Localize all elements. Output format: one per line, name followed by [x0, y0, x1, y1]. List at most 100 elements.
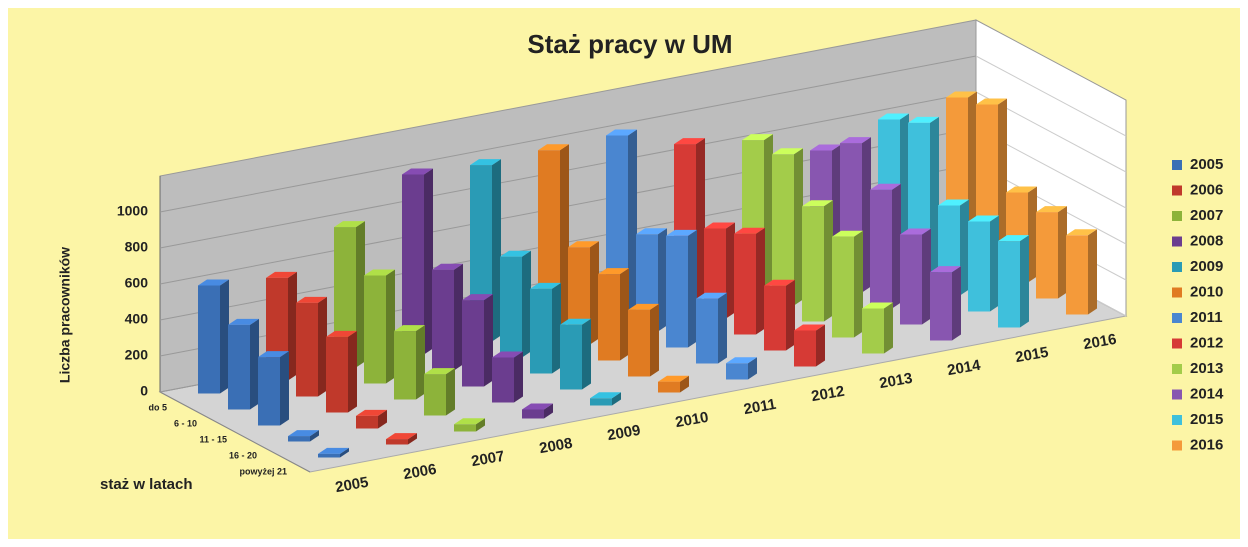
bar-side [424, 168, 433, 355]
bar-side [582, 318, 591, 390]
bar-top [266, 271, 297, 278]
bar-side [998, 98, 1007, 267]
legend-swatch [1172, 338, 1182, 349]
bar-top [862, 302, 893, 309]
bar-top [538, 144, 569, 151]
bar-side [764, 134, 773, 290]
legend-swatch [1172, 364, 1182, 374]
bar-top [870, 183, 901, 190]
bar-side [416, 325, 425, 400]
bar-top [998, 235, 1029, 242]
bar-side [552, 282, 561, 374]
y-tick-label: 200 [125, 347, 149, 363]
bar [628, 309, 650, 377]
bar-side [1020, 235, 1029, 328]
bar-side [824, 200, 833, 322]
legend-swatch [1172, 440, 1182, 451]
depth-tick-label: 6 - 10 [174, 418, 197, 428]
bar [228, 324, 250, 410]
bar [198, 285, 220, 394]
legend-swatch [1172, 262, 1182, 272]
legend-label: 2015 [1190, 411, 1223, 428]
bar-side [356, 221, 365, 368]
bar-top [568, 241, 599, 248]
x-tick-label: 2015 [1014, 344, 1050, 367]
bar-side [960, 199, 969, 296]
bar-side [922, 228, 931, 325]
bar-side [446, 368, 455, 416]
x-tick-label: 2008 [538, 435, 574, 458]
bar [900, 234, 922, 325]
bar [666, 235, 688, 348]
bar-top [454, 418, 485, 425]
bar [424, 374, 446, 416]
bar-top [356, 409, 387, 416]
bar-top [742, 134, 773, 141]
bar [530, 288, 552, 374]
bar-side [220, 279, 229, 394]
bar-side [658, 228, 667, 332]
bar-top [810, 144, 841, 151]
bar-top [424, 368, 455, 375]
bar-top [522, 403, 553, 410]
bar-side [650, 303, 659, 377]
depth-tick-label: 16 - 20 [229, 450, 257, 460]
bar-side [786, 279, 795, 351]
bar [794, 330, 816, 367]
bar [462, 300, 484, 387]
bar-side [952, 266, 961, 341]
depth-axis-title: staż w latach [100, 476, 193, 493]
bar-top [606, 129, 637, 136]
x-tick-label: 2012 [810, 383, 846, 406]
bar [968, 221, 990, 312]
depth-tick-label: 11 - 15 [199, 434, 227, 444]
bar-side [756, 227, 765, 335]
legend-label: 2010 [1190, 283, 1223, 300]
bar-top [364, 269, 395, 276]
bar-top [560, 318, 591, 325]
bar-side [560, 144, 569, 329]
bar [862, 308, 884, 354]
legend-swatch [1172, 313, 1182, 323]
bar-top [696, 292, 727, 299]
bar-top [386, 433, 417, 440]
bar [598, 274, 620, 361]
y-tick-label: 600 [125, 275, 149, 291]
bar-top [938, 199, 969, 206]
bar-top [432, 263, 463, 270]
x-tick-label: 2005 [334, 474, 370, 497]
bar-side [968, 91, 977, 251]
bar-side [862, 137, 871, 293]
legend-swatch [1172, 287, 1182, 298]
bar-side [1088, 229, 1097, 315]
bar-side [620, 268, 629, 361]
bar-side [408, 433, 417, 445]
bar-top [1006, 186, 1037, 193]
bar [590, 398, 612, 406]
x-tick-label: 2013 [878, 370, 914, 393]
bar-top [840, 137, 871, 144]
legend-swatch [1172, 211, 1182, 221]
bar-top [1036, 206, 1067, 213]
bar-top [946, 91, 977, 98]
bar-top [492, 351, 523, 358]
bar-top [726, 357, 757, 364]
bar-side [492, 159, 501, 342]
bar-side [590, 241, 599, 345]
bar [364, 275, 386, 384]
bar-side [318, 296, 327, 397]
grid-line [975, 55, 1127, 137]
bar-side [522, 250, 531, 358]
bar-side [892, 183, 901, 309]
legend-label: 2007 [1190, 207, 1223, 224]
bar [764, 285, 786, 351]
bar-side [514, 351, 523, 403]
bar-side [454, 263, 463, 371]
bar-side [378, 409, 387, 429]
bar-top [500, 250, 531, 257]
bar-side [748, 357, 757, 380]
bar-top [674, 138, 705, 145]
bar-top [198, 279, 229, 286]
bar-side [696, 138, 705, 303]
